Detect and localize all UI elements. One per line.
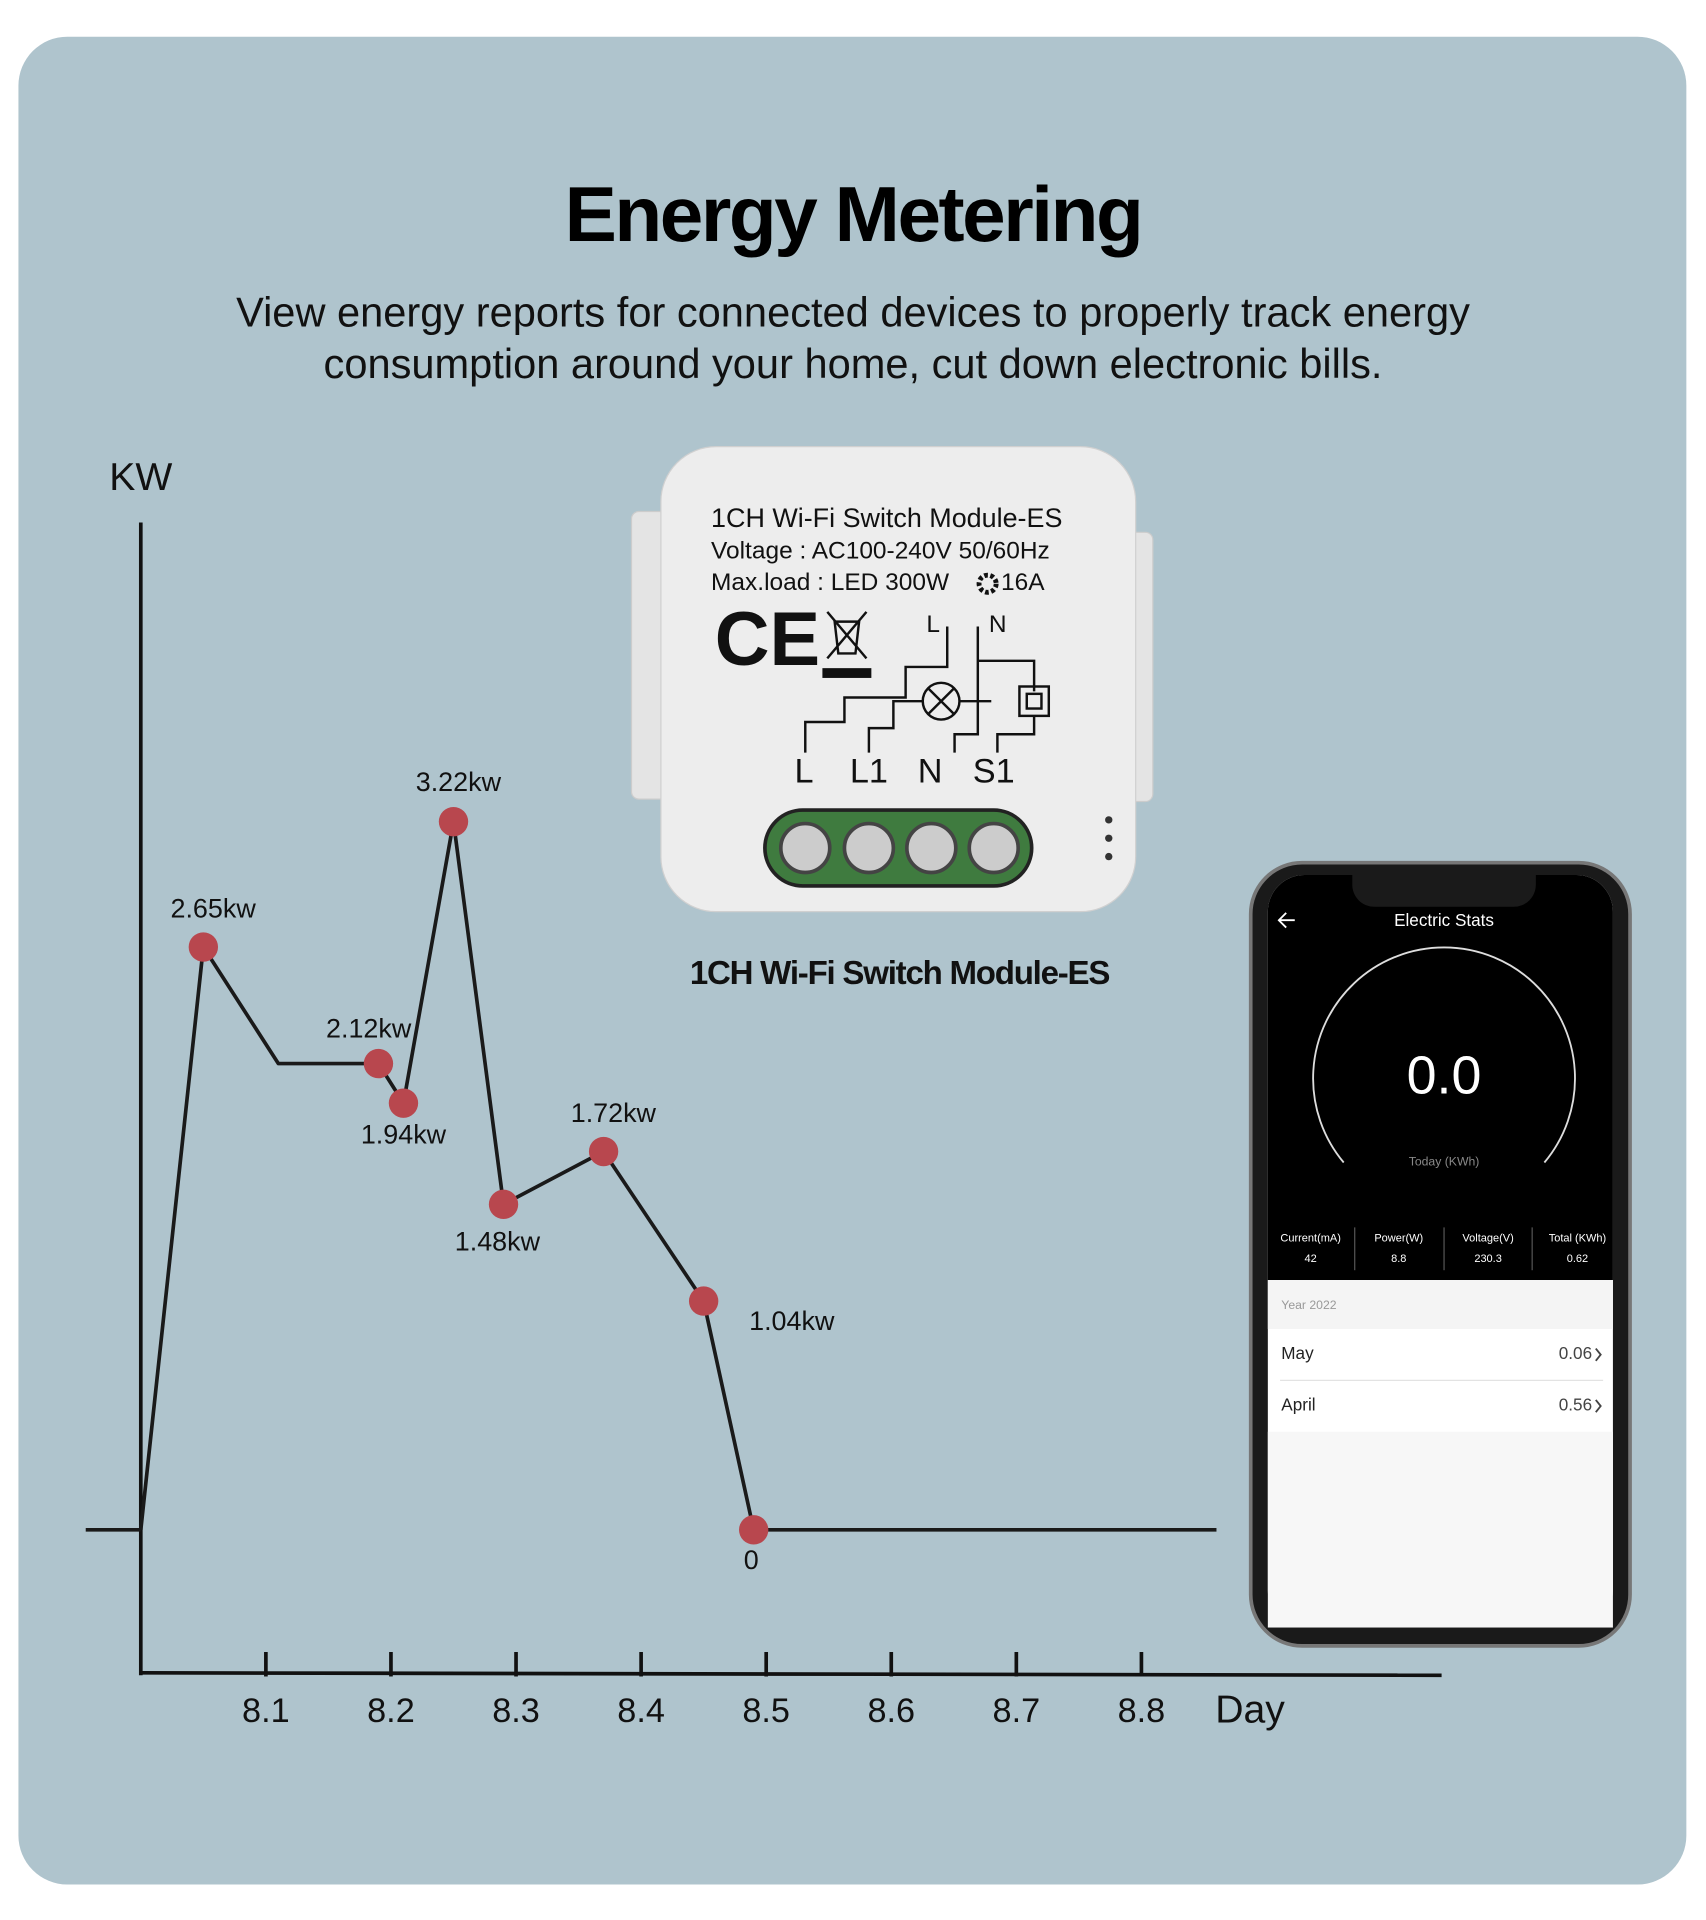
y-axis-label: KW	[109, 456, 172, 499]
title: Energy Metering	[565, 170, 1142, 258]
month-name: April	[1281, 1395, 1315, 1415]
terminal-label: L	[795, 752, 814, 790]
chevrons	[1595, 1347, 1602, 1413]
stat-label: Current(mA)	[1280, 1232, 1341, 1244]
terminal-label: S1	[973, 752, 1015, 790]
x-tick-label: 8.3	[492, 1692, 540, 1730]
lamp-icon	[921, 681, 961, 721]
reading: 0.0	[1407, 1046, 1482, 1106]
switch-icon	[1025, 692, 1043, 710]
point	[488, 1189, 519, 1220]
point	[688, 1286, 719, 1316]
device-label: Max.load : LED 300W	[711, 569, 950, 596]
lamp-icon	[928, 688, 955, 715]
month-value: 0.06	[1559, 1343, 1592, 1363]
switch-icon	[1018, 685, 1051, 718]
stat-value: 42	[1305, 1253, 1317, 1265]
x-tick-label: 8.7	[993, 1692, 1041, 1730]
month-name: May	[1281, 1343, 1314, 1363]
point	[438, 806, 469, 837]
weee-icon	[826, 611, 868, 660]
device-label: 1CH Wi-Fi Switch Module-ES	[711, 503, 1062, 533]
terminal-block	[763, 808, 1034, 888]
data-label: 2.12kw	[326, 1014, 412, 1044]
chart: KW Day 8.1 8.2 8.3 8.4 8.5 8.6 8.7 8.8 2.65kw 2.12k…	[85, 456, 1442, 1731]
year-bar	[1267, 1280, 1613, 1329]
point	[588, 1136, 619, 1167]
x-tick-label: 8.4	[617, 1692, 665, 1730]
data-label: 1.48kw	[455, 1227, 541, 1257]
point	[363, 1048, 394, 1079]
terminal-label: L1	[850, 752, 888, 790]
stat-value: 230.3	[1474, 1253, 1502, 1265]
diagram-label: L	[926, 611, 940, 638]
month-value: 0.56	[1559, 1395, 1592, 1415]
screen-title: Electric Stats	[1394, 910, 1494, 930]
wiring	[804, 626, 1036, 753]
point	[188, 932, 219, 962]
device-label: Voltage : AC100-240V 50/60Hz	[711, 537, 1050, 564]
indicator-dots	[1105, 816, 1113, 861]
x-axis-label: Day	[1215, 1688, 1285, 1731]
device-caption: 1CH Wi-Fi Switch Module-ES	[690, 955, 1110, 992]
weee-bar	[822, 668, 872, 678]
back-arrow	[1277, 912, 1295, 929]
x-axis	[140, 1670, 1442, 1678]
data-label: 0	[744, 1545, 759, 1575]
stat-dividers	[1354, 1227, 1533, 1271]
x-tick-label: 8.8	[1118, 1692, 1166, 1730]
x-tick-label: 8.2	[367, 1692, 415, 1730]
year: Year 2022	[1281, 1298, 1336, 1312]
data-label: 2.65kw	[170, 893, 256, 923]
diagram-label: N	[989, 611, 1007, 638]
device-body	[660, 446, 1137, 913]
data-label: 1.72kw	[571, 1098, 657, 1128]
notch	[1352, 874, 1536, 907]
stat-label: Voltage(V)	[1462, 1232, 1513, 1244]
stat-value: 8.8	[1391, 1253, 1406, 1265]
ce-mark: CE	[715, 597, 820, 682]
point	[738, 1515, 769, 1545]
point	[388, 1088, 419, 1118]
stat-label: Total (KWh)	[1549, 1232, 1606, 1244]
phone: Electric Stats 0.0 Today (KWh) Current(m…	[1248, 860, 1632, 1648]
subtitle: consumption around your home, cut down e…	[324, 340, 1383, 387]
data-label: 1.04kw	[749, 1306, 835, 1336]
screen-empty	[1267, 1431, 1613, 1628]
data-label: 1.94kw	[361, 1119, 447, 1149]
gear-icon	[976, 572, 999, 595]
stat-value: 0.62	[1567, 1253, 1588, 1265]
data-label: 3.22kw	[416, 767, 502, 797]
x-tick-label: 8.6	[867, 1692, 915, 1730]
device: 1CH Wi-Fi Switch Module-ES Voltage : AC1…	[630, 446, 1154, 992]
stat-label: Power(W)	[1374, 1232, 1423, 1244]
screws	[778, 821, 1021, 875]
x-tick-label: 8.5	[742, 1692, 790, 1730]
gauge-arc	[1312, 946, 1576, 1164]
subtitle: View energy reports for connected device…	[236, 289, 1470, 336]
reading-unit: Today (KWh)	[1409, 1155, 1480, 1169]
x-tick-label: 8.1	[242, 1692, 290, 1730]
terminal-label: N	[918, 752, 943, 790]
device-rating: 16A	[1001, 569, 1045, 596]
